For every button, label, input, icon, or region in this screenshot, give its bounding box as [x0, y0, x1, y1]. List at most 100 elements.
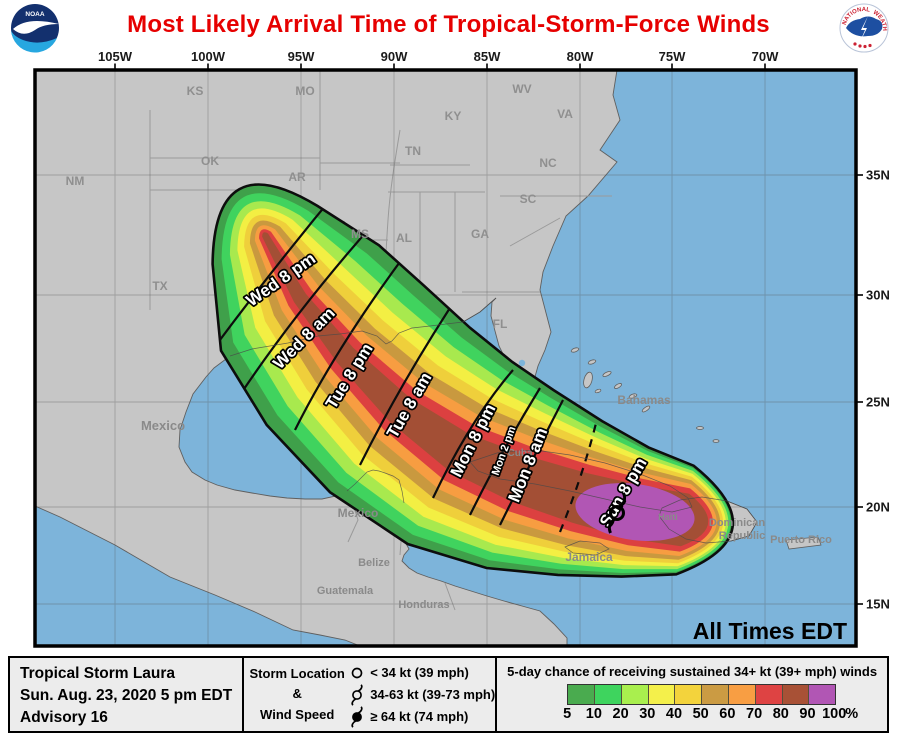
colorbar-tick-label: 70 [746, 706, 763, 722]
place-label: Haiti [658, 512, 678, 522]
lat-label: 35N [866, 168, 890, 183]
colorbar-swatch [809, 685, 836, 704]
state-label: KY [445, 109, 462, 123]
svg-text:NOAA: NOAA [25, 11, 44, 18]
colorbar-swatch [621, 685, 649, 704]
axis-labels: 105W 100W 95W 90W 85W 80W 75W 70W 35N 30N 25N 20N 15… [98, 50, 890, 612]
lon-label: 75W [659, 50, 686, 64]
colorbar-swatch [594, 685, 622, 704]
map-border [33, 68, 858, 648]
state-label: MO [295, 84, 314, 98]
lat-label: 15N [866, 597, 890, 612]
noaa-logo-icon: NOAA [11, 4, 59, 53]
state-label: NM [66, 174, 85, 188]
state-label: KS [187, 84, 204, 98]
place-label: Cuba [508, 448, 533, 459]
colorbar-unit-label: % [845, 706, 859, 722]
cone-band-90-100 [575, 483, 695, 541]
state-label: MS [351, 227, 369, 241]
lon-label: 90W [381, 50, 408, 64]
wind-arrival-map: KS MO NM OK TX AR MS AL TN KY WV VA NC SC GA FL Mexico Me… [33, 50, 890, 648]
place-label: Puerto Rico [770, 534, 832, 546]
symbol-legend-rows: < 34 kt (39 mph) 34-63 kt (39-73 mph) ≥ 64… [348, 662, 495, 728]
hurricane-icon [351, 705, 363, 728]
state-label: NC [539, 156, 557, 170]
state-label: TX [152, 279, 167, 293]
colorbar-swatch [568, 685, 595, 704]
state-label: AR [288, 170, 306, 184]
lat-label: 30N [866, 288, 890, 303]
place-label: Republic [719, 530, 765, 542]
tropical-storm-icon [607, 492, 627, 534]
place-label: Belize [358, 557, 390, 569]
place-label: Bahamas [617, 393, 671, 407]
state-label: WV [512, 82, 531, 96]
cone-band-7 [259, 229, 713, 552]
lat-label: 25N [866, 395, 890, 410]
state-label: GA [471, 227, 489, 241]
arrival-contour-7 [558, 414, 600, 533]
colorbar-tick-label: 20 [612, 706, 629, 722]
footer: Tropical Storm Laura Sun. Aug. 23, 2020 … [8, 656, 889, 733]
place-label: Dominican [709, 517, 766, 529]
state-label: AL [396, 231, 412, 245]
lon-label: 70W [752, 50, 779, 64]
probability-colorbar-ticks: 5 10 20 30 40 50 60 70 80 90 100% [563, 706, 858, 724]
tropical-storm-icon [351, 683, 363, 706]
open-circle-icon [351, 667, 363, 678]
state-label: VA [557, 107, 573, 121]
arrival-contour-4 [432, 369, 514, 499]
colorbar-tick-label: 40 [665, 706, 683, 722]
legend-row: 34-63 kt (39-73 mph) [348, 683, 496, 706]
colorbar-swatch [648, 685, 676, 704]
cone-outline [211, 183, 735, 578]
place-label: Mexico [338, 506, 379, 520]
all-times-label: All Times EDT [693, 618, 847, 644]
probability-scale-title: 5-day chance of receiving sustained 34+ … [507, 664, 878, 679]
colorbar-swatch [702, 685, 729, 704]
page-title: Most Likely Arrival Time of Tropical-Sto… [127, 11, 770, 38]
probability-scale-box: 5-day chance of receiving sustained 34+ … [497, 656, 889, 733]
colorbar-tick-label: 10 [585, 706, 602, 722]
place-label: Guatemala [317, 585, 374, 597]
lon-label: 80W [567, 50, 594, 64]
state-label: SC [520, 192, 537, 206]
storm-datetime: Sun. Aug. 23, 2020 5 pm EDT [20, 687, 233, 704]
legend-label: < 34 kt (39 mph) [370, 665, 469, 680]
arrival-contour-5 [469, 387, 541, 516]
legend-row: < 34 kt (39 mph) [348, 662, 495, 684]
lon-label: 85W [474, 50, 501, 64]
nws-logo-icon: NATIONAL WEATHER SERVICE [838, 2, 889, 53]
colorbar-tick-label: 5 [563, 706, 572, 722]
colorbar-tick-label: 50 [692, 706, 709, 722]
place-label: Jamaica [565, 550, 613, 564]
lon-label: 105W [98, 50, 133, 64]
colorbar-tick-label: 100 [822, 706, 847, 722]
colorbar-tick-label: 60 [719, 706, 736, 722]
state-label: TN [405, 144, 421, 158]
place-label: Mexico [141, 418, 185, 433]
symbol-legend-title: Storm Location & Wind Speed [249, 666, 345, 722]
storm-advisory: Advisory 16 [20, 709, 108, 726]
symbol-legend-box: Storm Location & Wind Speed < 34 kt (39 … [244, 656, 498, 733]
coast-overlay [229, 297, 758, 556]
storm-info-box: Tropical Storm Laura Sun. Aug. 23, 2020 … [8, 656, 245, 733]
legend-label: ≥ 64 kt (74 mph) [370, 709, 469, 724]
place-label: Honduras [398, 599, 449, 611]
colorbar-swatch [675, 685, 703, 704]
lon-label: 95W [288, 50, 315, 64]
colorbar-swatch [755, 685, 783, 704]
probability-colorbar [567, 684, 837, 705]
colorbar-swatch [728, 685, 756, 704]
colorbar-swatch [782, 685, 810, 704]
colorbar-tick-label: 90 [799, 706, 816, 722]
legend-label: 34-63 kt (39-73 mph) [370, 687, 496, 702]
storm-name: Tropical Storm Laura [20, 665, 176, 682]
lon-label: 100W [191, 50, 226, 64]
lat-label: 20N [866, 500, 890, 515]
arrival-cone [212, 184, 733, 577]
colorbar-tick-label: 80 [772, 706, 789, 722]
colorbar-tick-label: 30 [639, 706, 656, 722]
arrival-contour-6 [499, 399, 564, 526]
